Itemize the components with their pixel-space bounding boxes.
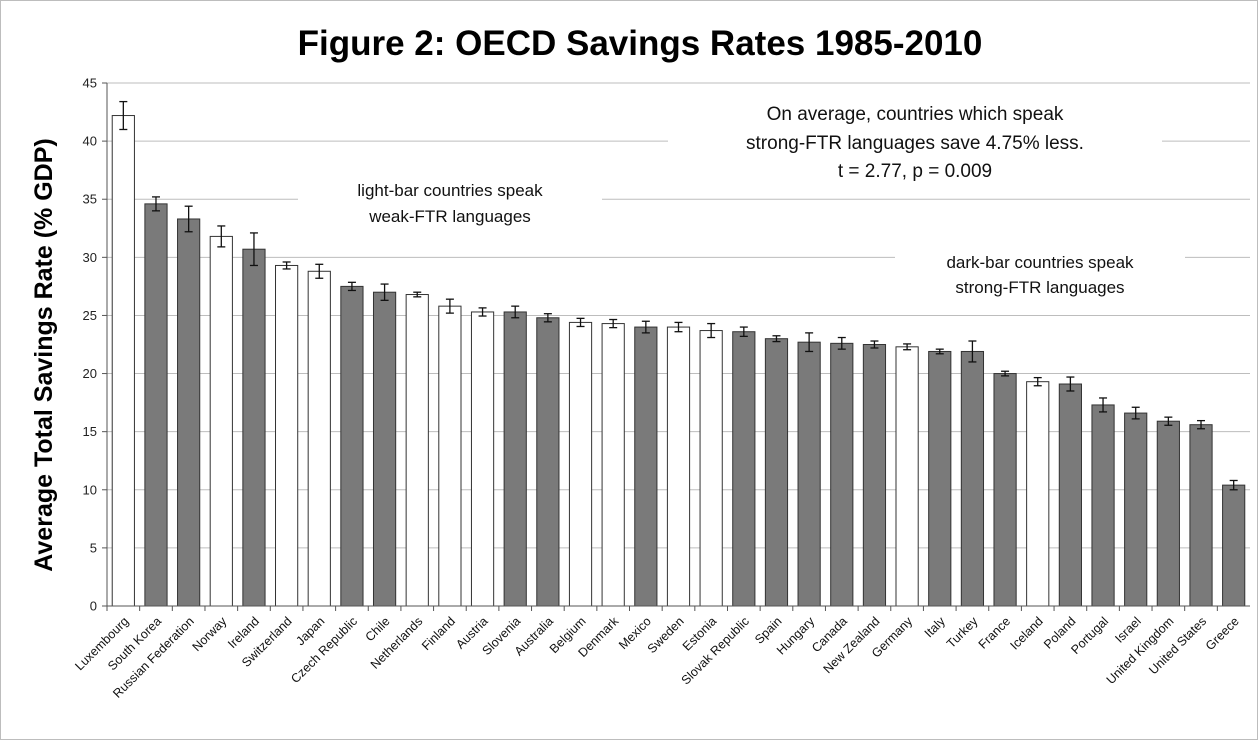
bar bbox=[1189, 424, 1213, 607]
bar bbox=[601, 323, 625, 607]
bar bbox=[960, 350, 985, 607]
x-category-label: Italy bbox=[922, 614, 949, 641]
annotation-dark-line2: strong-FTR languages bbox=[955, 278, 1124, 297]
x-category-label: Sweden bbox=[645, 614, 687, 656]
annotation-light-line2: weak-FTR languages bbox=[368, 207, 531, 226]
bars bbox=[111, 115, 1246, 607]
y-tick-label: 30 bbox=[83, 250, 97, 265]
y-tick-label: 10 bbox=[83, 482, 97, 497]
error-bars bbox=[119, 100, 1238, 491]
x-category-label: Iceland bbox=[1007, 614, 1045, 652]
bar bbox=[634, 326, 658, 607]
bar bbox=[177, 218, 201, 607]
y-tick-labels: 0 5 10 15 20 25 30 35 40 45 bbox=[83, 76, 107, 614]
bar bbox=[503, 311, 527, 607]
y-tick-label: 40 bbox=[83, 134, 97, 149]
annotation-average-bg bbox=[668, 98, 1162, 186]
bar bbox=[895, 346, 919, 607]
x-category-label: France bbox=[976, 614, 1013, 651]
bar bbox=[470, 311, 495, 607]
bar bbox=[1156, 420, 1180, 607]
bar bbox=[144, 203, 168, 607]
annotation-light-bg bbox=[298, 176, 602, 230]
bar bbox=[307, 270, 331, 607]
bar bbox=[993, 373, 1017, 607]
bar bbox=[568, 321, 593, 607]
chart-title: Figure 2: OECD Savings Rates 1985-2010 bbox=[298, 24, 983, 63]
x-category-label: Greece bbox=[1203, 614, 1242, 653]
bar bbox=[242, 248, 266, 607]
bar bbox=[1222, 484, 1246, 607]
x-category-label: Chile bbox=[363, 614, 393, 644]
bar bbox=[1058, 383, 1082, 607]
x-category-label: Finland bbox=[419, 614, 458, 653]
y-tick-label: 35 bbox=[83, 192, 97, 207]
bar bbox=[111, 115, 135, 607]
bar bbox=[928, 350, 952, 607]
bar bbox=[797, 341, 821, 607]
bar bbox=[862, 344, 887, 607]
bar bbox=[1124, 412, 1148, 607]
x-category-label: Turkey bbox=[944, 614, 981, 651]
annotation-average-line1: On average, countries which speak bbox=[767, 104, 1064, 125]
y-tick-label: 45 bbox=[83, 76, 97, 91]
y-tick-label: 0 bbox=[90, 599, 97, 614]
bar bbox=[405, 294, 429, 607]
y-tick-label: 15 bbox=[83, 424, 97, 439]
annotation-dark-bg bbox=[895, 247, 1185, 301]
x-category-label: United States bbox=[1146, 614, 1209, 677]
bar bbox=[732, 331, 756, 607]
y-tick-label: 20 bbox=[83, 366, 97, 381]
bar bbox=[830, 342, 854, 607]
bar bbox=[372, 291, 397, 607]
bar bbox=[1026, 381, 1050, 607]
annotation-dark-line1: dark-bar countries speak bbox=[946, 253, 1134, 272]
y-tick-label: 25 bbox=[83, 308, 97, 323]
annotation-average-line3: t = 2.77, p = 0.009 bbox=[838, 161, 992, 182]
bar bbox=[209, 235, 233, 607]
bar bbox=[536, 317, 560, 607]
bar bbox=[1091, 404, 1115, 607]
bar bbox=[275, 264, 299, 607]
bar bbox=[764, 338, 789, 607]
annotation-average-line2: strong-FTR languages save 4.75% less. bbox=[746, 133, 1084, 154]
y-axis-label: Average Total Savings Rate (% GDP) bbox=[30, 138, 58, 571]
x-category-label: Norway bbox=[190, 614, 230, 654]
bar bbox=[699, 330, 723, 607]
y-tick-label: 5 bbox=[90, 540, 97, 555]
bar bbox=[666, 326, 691, 607]
bar bbox=[438, 305, 462, 607]
bar bbox=[340, 285, 364, 607]
annotation-light-line1: light-bar countries speak bbox=[357, 181, 543, 200]
